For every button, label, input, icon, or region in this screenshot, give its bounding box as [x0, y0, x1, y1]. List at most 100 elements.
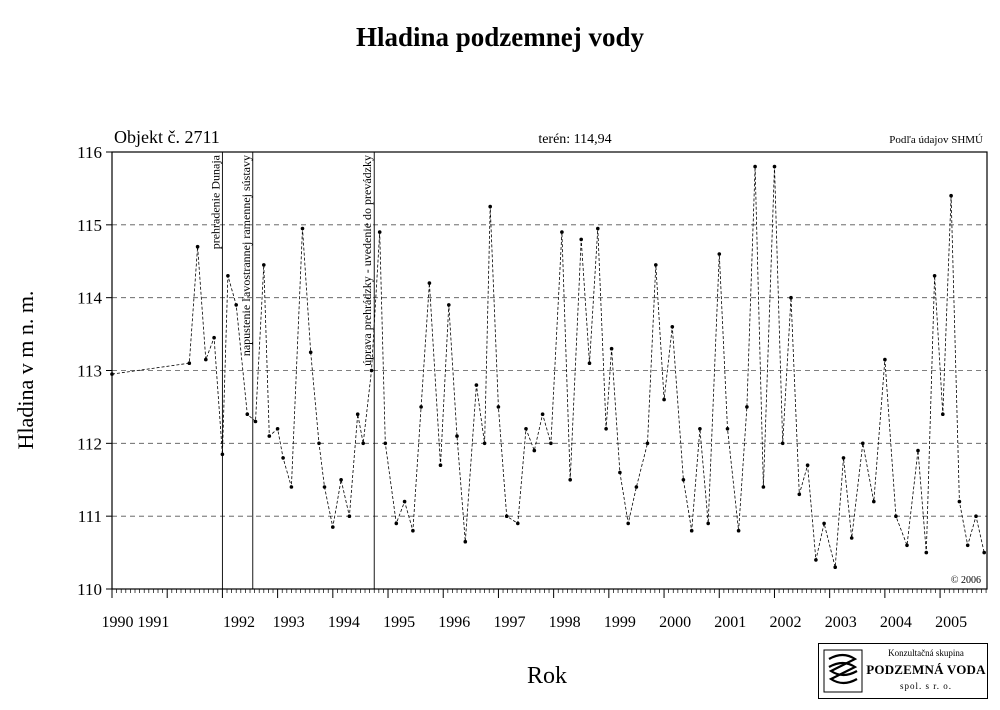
data-point [524, 427, 528, 431]
company-logo-mark [823, 649, 863, 693]
data-point [761, 485, 766, 489]
terrain-label: terén: 114,94 [538, 132, 611, 147]
data-point [383, 441, 388, 446]
data-point [618, 470, 622, 475]
data-point [717, 252, 722, 256]
data-point [361, 441, 366, 446]
event-label: napustenie ľavostrannej ramennej sústavy [239, 155, 253, 356]
data-point [706, 521, 710, 526]
data-point [609, 346, 614, 351]
data-point [833, 565, 837, 569]
data-point [689, 528, 694, 533]
data-point [965, 543, 970, 548]
data-point [289, 485, 294, 489]
data-point [212, 335, 216, 340]
data-point [626, 521, 630, 526]
data-point [916, 448, 920, 453]
page-title: Hladina podzemnej vody [355, 22, 645, 52]
data-point [789, 295, 793, 300]
data-point [745, 405, 749, 409]
data-point [226, 274, 230, 278]
data-point [941, 412, 945, 417]
data-point [822, 521, 826, 526]
data-point [872, 499, 876, 504]
object-label: Objekt č. 2711 [114, 127, 220, 147]
data-point [427, 281, 432, 285]
data-point [634, 485, 639, 489]
event-markers: prehradenie Dunaja napustenie ľavostranne… [208, 152, 375, 589]
x-tick-label: 1998 [549, 614, 581, 631]
data-point [736, 528, 741, 533]
data-point [604, 427, 608, 431]
data-point [187, 361, 192, 366]
y-tick-label: 115 [77, 216, 102, 235]
y-tick-label: 110 [77, 580, 102, 599]
data-point [438, 463, 443, 468]
data-point [560, 230, 564, 234]
x-tick-label: 1993 [273, 614, 305, 631]
data-point [645, 441, 650, 446]
series-layer [110, 164, 986, 569]
data-point [419, 405, 423, 409]
source-label: Podľa údajov SHMÚ [889, 134, 983, 146]
y-tick-label: 114 [77, 289, 102, 308]
x-tick-label: 1997 [493, 614, 525, 631]
x-tick-label: 1999 [604, 614, 636, 631]
grid-lines [112, 224, 987, 517]
x-axis-label: Rok [527, 663, 567, 689]
company-logo: Konzultačná skupina PODZEMNÁ VODA spol. … [818, 643, 988, 699]
x-tick-label: 2003 [825, 614, 857, 631]
data-point [883, 357, 887, 362]
data-point [698, 427, 702, 431]
data-point [281, 456, 285, 460]
data-point [455, 434, 459, 438]
x-tick-label: 2002 [770, 614, 802, 631]
y-axis-label: Hladina v m n. m. [13, 291, 38, 450]
data-point [841, 456, 846, 460]
data-point [377, 230, 382, 234]
data-point [394, 521, 399, 526]
data-point [195, 244, 200, 249]
data-point [894, 514, 898, 518]
data-point [234, 303, 238, 307]
x-tick-label: 1994 [328, 614, 360, 631]
data-point [317, 441, 321, 446]
data-point [482, 441, 487, 446]
event-label: úprava prehrádzky - uvedenie do prevádzk… [360, 155, 374, 366]
data-point [681, 478, 686, 482]
x-tick-label: 2001 [714, 614, 746, 631]
data-point [982, 550, 986, 555]
data-point [849, 536, 854, 540]
data-point [369, 368, 374, 373]
x-tick-label: 2004 [880, 614, 912, 631]
data-point [532, 448, 537, 453]
data-point [549, 441, 553, 446]
data-point [331, 525, 335, 529]
data-point [262, 263, 266, 267]
logo-line-2: PODZEMNÁ VODA [866, 662, 986, 677]
data-point [516, 521, 520, 526]
data-point [447, 303, 451, 307]
data-point [300, 226, 305, 231]
data-point [463, 539, 468, 544]
data-point [204, 357, 208, 362]
x-tick-label: 1991 [137, 614, 169, 631]
data-point [949, 193, 953, 198]
data-point [496, 405, 501, 409]
data-point [905, 543, 909, 548]
x-tick-label: 2000 [659, 614, 691, 631]
data-point [347, 514, 352, 518]
logo-line-1: Konzultačná skupina [888, 648, 964, 658]
data-point [402, 499, 407, 504]
y-tick-label: 111 [78, 507, 102, 526]
data-point [654, 263, 658, 267]
data-point [275, 427, 280, 431]
data-point [805, 463, 810, 468]
y-axis-ticks: 110 111 112 113 114 115 116 [77, 143, 112, 599]
data-point [753, 164, 757, 169]
data-point [579, 237, 583, 242]
y-tick-label: 112 [77, 434, 102, 453]
data-point [780, 441, 785, 446]
x-tick-label: 2005 [935, 614, 967, 631]
